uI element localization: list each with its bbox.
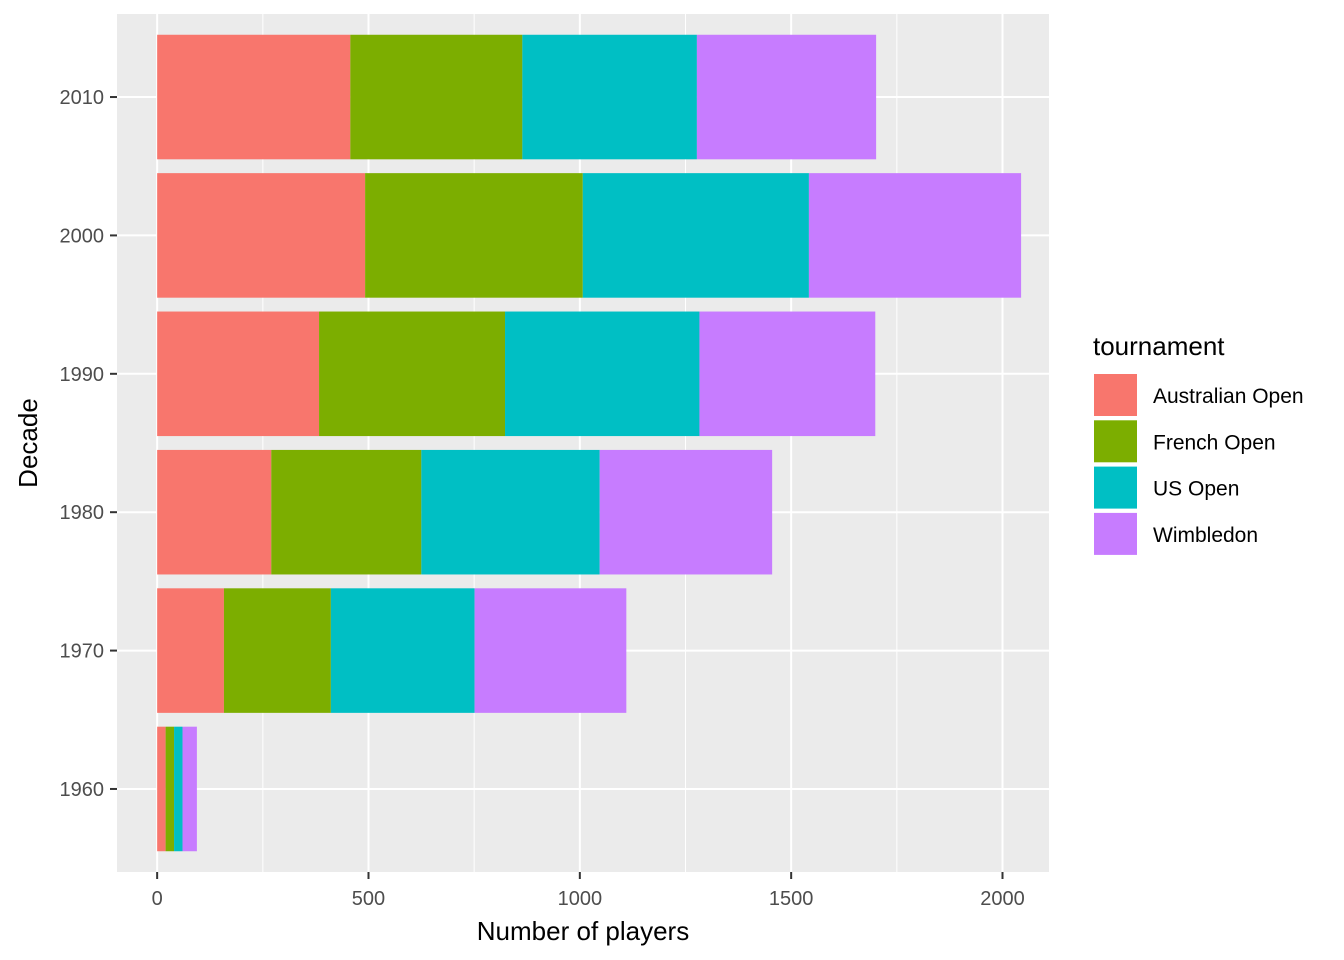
y-axis: 1960 1970 1980 1990 2000 2010 bbox=[60, 87, 117, 801]
bar-segment bbox=[182, 726, 197, 852]
bar-segment bbox=[223, 588, 331, 713]
bar-segment bbox=[157, 726, 166, 852]
legend-label: Australian Open bbox=[1153, 385, 1304, 408]
bar-segment bbox=[365, 173, 583, 298]
bar-segment bbox=[696, 34, 877, 160]
legend-key bbox=[1094, 512, 1137, 555]
bar-segment bbox=[174, 726, 183, 852]
bar-segment bbox=[599, 449, 773, 575]
x-axis-title: Number of players bbox=[477, 916, 689, 946]
bar-segment bbox=[157, 588, 224, 713]
legend-key bbox=[1094, 374, 1137, 416]
y-tick-label: 2010 bbox=[60, 87, 105, 109]
bar-segment bbox=[699, 311, 876, 437]
bar-segment bbox=[319, 311, 506, 437]
x-tick-label: 2000 bbox=[980, 888, 1025, 910]
bar-segment bbox=[350, 34, 523, 160]
legend-label: US Open bbox=[1153, 478, 1239, 501]
bar-segment bbox=[421, 449, 600, 575]
legend-key bbox=[1094, 420, 1137, 463]
bar-segment bbox=[505, 311, 700, 437]
x-axis: 0 500 1000 1500 2000 bbox=[152, 872, 1025, 910]
y-tick-label: 1990 bbox=[60, 364, 105, 386]
bar-segment bbox=[522, 34, 697, 160]
legend-key bbox=[1094, 466, 1137, 509]
bar-segment bbox=[808, 173, 1022, 298]
bar-segment bbox=[157, 449, 272, 575]
legend-title: tournament bbox=[1093, 331, 1225, 361]
y-tick-label: 1960 bbox=[60, 779, 105, 801]
bar-segment bbox=[474, 588, 627, 713]
bar-segment bbox=[165, 726, 175, 852]
bar-segment bbox=[157, 173, 366, 298]
x-tick-label: 1000 bbox=[558, 888, 603, 910]
x-tick-label: 0 bbox=[152, 888, 163, 910]
legend: tournament Australian Open French Open US … bbox=[1093, 331, 1304, 555]
bar-segment bbox=[157, 34, 351, 160]
bar-segment bbox=[271, 449, 422, 575]
y-tick-label: 1970 bbox=[60, 641, 105, 663]
x-tick-label: 500 bbox=[352, 888, 385, 910]
bars bbox=[157, 34, 1022, 852]
legend-label: French Open bbox=[1153, 431, 1276, 454]
y-axis-title: Decade bbox=[13, 398, 43, 488]
legend-label: Wimbledon bbox=[1153, 524, 1258, 547]
x-tick-label: 1500 bbox=[769, 888, 814, 910]
y-tick-label: 2000 bbox=[60, 225, 105, 247]
y-tick-label: 1980 bbox=[60, 502, 105, 524]
bar-segment bbox=[330, 588, 475, 713]
bar-segment bbox=[157, 311, 320, 437]
bar-segment bbox=[582, 173, 809, 298]
